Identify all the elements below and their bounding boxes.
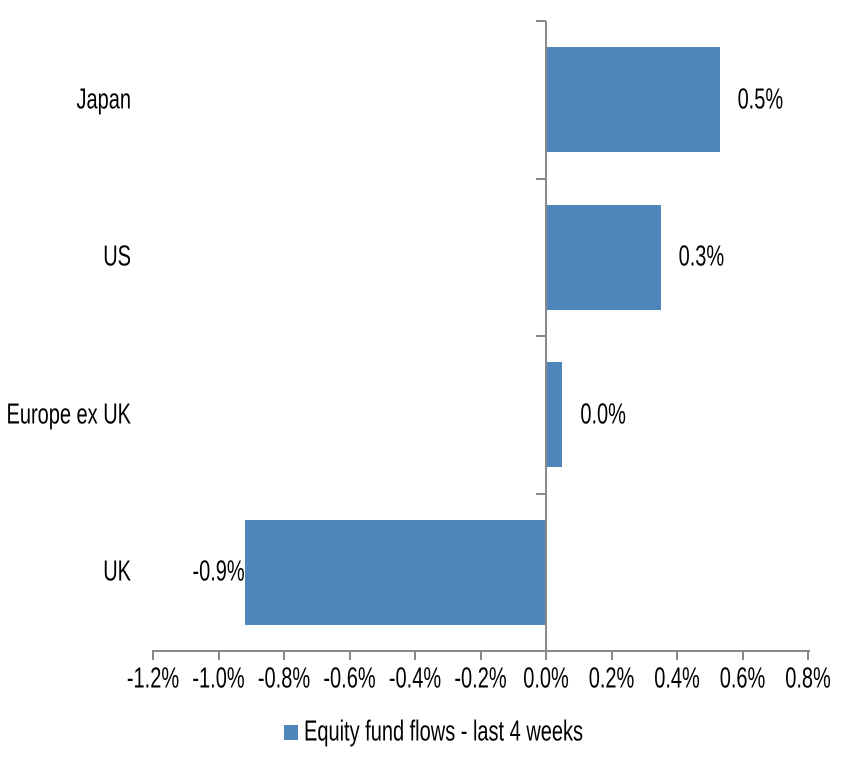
y-axis-tick <box>536 177 546 180</box>
category-label-uk: UK <box>0 556 131 588</box>
x-tick-label-10-text: 0.8% <box>785 663 831 695</box>
x-tick-label-1: -1.0% <box>179 663 259 695</box>
x-axis-tick <box>479 650 482 660</box>
x-tick-label-7: 0.2% <box>572 663 652 695</box>
value-label-uk: -0.9% <box>192 556 245 588</box>
bar-us <box>546 204 661 310</box>
value-label-japan: 0.5% <box>737 84 784 116</box>
x-tick-label-1-text: -1.0% <box>192 663 245 695</box>
x-tick-label-7-text: 0.2% <box>588 663 635 695</box>
bar-uk <box>244 519 546 625</box>
category-label-europe-ex-uk: Europe ex UK <box>0 399 131 431</box>
x-axis-tick <box>610 650 613 660</box>
x-tick-label-8-text: 0.4% <box>654 663 700 695</box>
x-axis-tick <box>414 650 416 660</box>
category-label-japan: Japan <box>0 84 132 116</box>
legend: Equity fund flows - last 4 weeks <box>284 716 584 748</box>
x-tick-label-4-text: -0.4% <box>388 663 442 695</box>
value-label-us: 0.3% <box>678 241 725 273</box>
x-tick-label-6: 0.0% <box>506 663 586 695</box>
y-axis-tick <box>536 492 546 495</box>
value-label-us-text: 0.3% <box>678 241 725 273</box>
x-axis-tick <box>676 650 678 660</box>
x-tick-label-9-text: 0.6% <box>719 663 766 695</box>
x-axis-tick <box>152 650 154 660</box>
x-tick-label-9: 0.6% <box>703 663 783 695</box>
category-label-us: US <box>0 241 131 273</box>
x-axis-tick <box>741 650 744 660</box>
x-tick-label-6-text: 0.0% <box>523 663 569 695</box>
legend-swatch-icon <box>284 724 298 740</box>
x-axis-tick <box>283 650 285 660</box>
y-axis-tick <box>536 335 546 337</box>
x-axis-tick <box>348 650 351 660</box>
x-tick-label-0: -1.2% <box>113 663 193 695</box>
x-tick-label-8: 0.4% <box>637 663 717 695</box>
value-label-europe-ex-uk-text: 0.0% <box>580 399 626 431</box>
x-tick-label-10: 0.8% <box>768 663 848 695</box>
bar-japan <box>546 47 720 153</box>
legend-label: Equity fund flows - last 4 weeks <box>304 716 584 748</box>
value-label-uk-text: -0.9% <box>192 556 245 588</box>
x-axis-tick <box>807 650 809 660</box>
x-tick-label-2-text: -0.8% <box>257 663 311 695</box>
bar-europe-ex-uk <box>546 362 563 468</box>
x-tick-label-5-text: -0.2% <box>454 663 507 695</box>
value-label-japan-text: 0.5% <box>737 84 784 116</box>
category-label-uk-text: UK <box>103 556 131 588</box>
value-label-europe-ex-uk: 0.0% <box>580 399 626 431</box>
category-label-japan-text: Japan <box>76 84 132 116</box>
y-axis-tick <box>536 20 546 22</box>
x-tick-label-0-text: -1.2% <box>126 663 180 695</box>
category-label-us-text: US <box>103 241 131 273</box>
category-label-europe-ex-uk-text: Europe ex UK <box>6 399 131 431</box>
x-tick-label-3-text: -0.6% <box>323 663 376 695</box>
x-tick-label-2: -0.8% <box>244 663 324 695</box>
x-axis-tick <box>545 650 547 660</box>
x-axis-tick <box>217 650 220 660</box>
x-tick-label-3: -0.6% <box>310 663 390 695</box>
x-tick-label-5: -0.2% <box>441 663 521 695</box>
x-tick-label-4: -0.4% <box>375 663 455 695</box>
